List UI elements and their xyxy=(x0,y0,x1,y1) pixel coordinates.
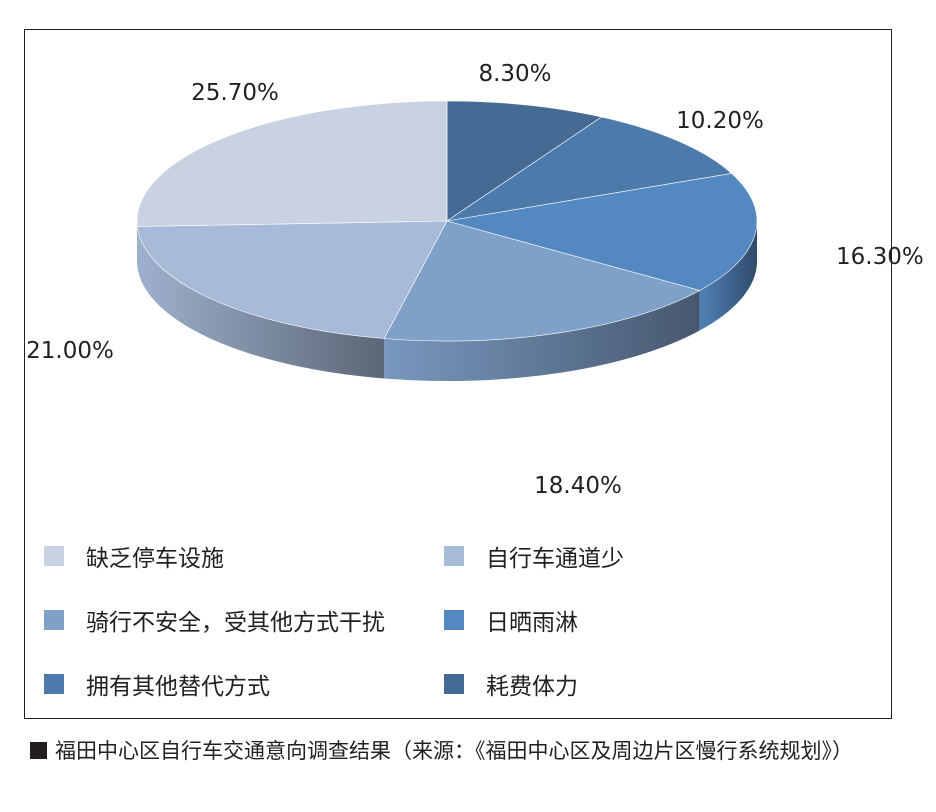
pie-side-shade-3 xyxy=(384,290,700,381)
legend-item-3: 日晒雨淋 xyxy=(444,600,578,640)
pie-side-shade-4 xyxy=(137,226,385,379)
pie-labels: 8.30% 10.20% 16.30% 18.40% 21.00% 25.70% xyxy=(26,61,924,499)
legend-swatch-2 xyxy=(44,610,64,630)
legend-label-3: 日晒雨淋 xyxy=(486,610,578,636)
pie-tops xyxy=(136,100,758,342)
legend-item-1: 自行车通道少 xyxy=(444,536,624,576)
legend-swatch-4 xyxy=(44,674,64,694)
pie-slice-1 xyxy=(446,116,733,222)
legend-swatch-3 xyxy=(444,610,464,630)
legend-label-2: 骑行不安全，受其他方式干扰 xyxy=(86,610,385,636)
legend-item-2: 骑行不安全，受其他方式干扰 xyxy=(44,600,385,640)
pie-slice-4 xyxy=(136,220,448,339)
pie-label-4: 21.00% xyxy=(26,338,114,364)
legend-swatch-0 xyxy=(44,546,64,566)
pie-slice-5 xyxy=(136,100,448,227)
legend-label-1: 自行车通道少 xyxy=(486,546,624,572)
figure-caption: 福田中心区自行车交通意向调查结果（来源：《福田中心区及周边片区慢行系统规划》） xyxy=(30,734,910,768)
legend-label-4: 拥有其他替代方式 xyxy=(86,674,270,700)
pie-slice-3 xyxy=(383,220,701,342)
caption-square-icon xyxy=(30,742,47,759)
legend-swatch-5 xyxy=(444,674,464,694)
legend-label-0: 缺乏停车设施 xyxy=(86,546,224,572)
pie-sides xyxy=(136,221,757,381)
legend-item-4: 拥有其他替代方式 xyxy=(44,664,270,704)
legend-label-5: 耗费体力 xyxy=(486,674,578,700)
legend-item-0: 缺乏停车设施 xyxy=(44,536,224,576)
legend-item-5: 耗费体力 xyxy=(444,664,578,704)
pie-slice-2 xyxy=(446,173,758,291)
pie-label-2: 16.30% xyxy=(836,244,924,270)
legend-swatch-1 xyxy=(444,546,464,566)
pie-label-0: 8.30% xyxy=(478,61,551,87)
pie-side-shade-2 xyxy=(699,221,757,331)
pie-label-3: 18.40% xyxy=(534,473,622,499)
pie-slice-0 xyxy=(446,100,603,222)
pie-label-5: 25.70% xyxy=(191,80,279,106)
pie-label-1: 10.20% xyxy=(676,108,764,134)
caption-text: 福田中心区自行车交通意向调查结果（来源：《福田中心区及周边片区慢行系统规划》） xyxy=(55,739,853,763)
